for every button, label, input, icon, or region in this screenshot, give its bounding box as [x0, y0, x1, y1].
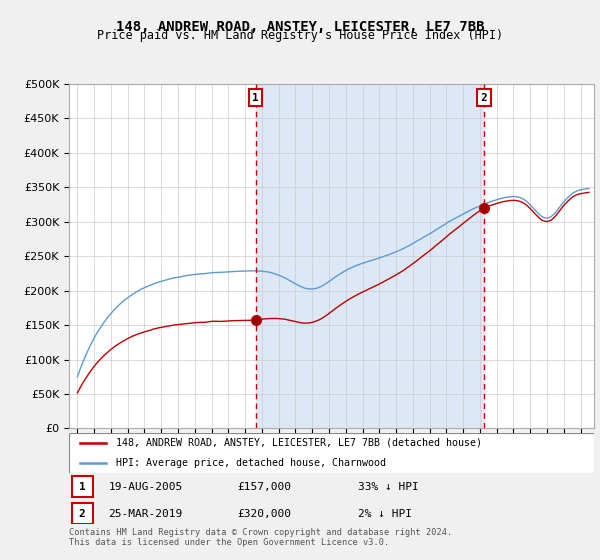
Text: 1: 1 — [79, 482, 86, 492]
Bar — [71, 503, 92, 524]
Text: 19-AUG-2005: 19-AUG-2005 — [109, 482, 182, 492]
Text: 2: 2 — [481, 93, 487, 103]
Text: £320,000: £320,000 — [237, 508, 291, 519]
Text: 25-MAR-2019: 25-MAR-2019 — [109, 508, 182, 519]
Text: £157,000: £157,000 — [237, 482, 291, 492]
Text: 148, ANDREW ROAD, ANSTEY, LEICESTER, LE7 7BB (detached house): 148, ANDREW ROAD, ANSTEY, LEICESTER, LE7… — [116, 438, 482, 448]
Text: 2% ↓ HPI: 2% ↓ HPI — [358, 508, 412, 519]
Bar — [71, 477, 92, 497]
Text: HPI: Average price, detached house, Charnwood: HPI: Average price, detached house, Char… — [116, 458, 386, 468]
Bar — [256, 84, 484, 428]
Text: 1: 1 — [253, 93, 259, 103]
Text: 2: 2 — [79, 508, 86, 519]
Text: 33% ↓ HPI: 33% ↓ HPI — [358, 482, 419, 492]
Text: Contains HM Land Registry data © Crown copyright and database right 2024.
This d: Contains HM Land Registry data © Crown c… — [69, 528, 452, 547]
Text: Price paid vs. HM Land Registry's House Price Index (HPI): Price paid vs. HM Land Registry's House … — [97, 29, 503, 42]
Text: 148, ANDREW ROAD, ANSTEY, LEICESTER, LE7 7BB: 148, ANDREW ROAD, ANSTEY, LEICESTER, LE7… — [116, 20, 484, 34]
